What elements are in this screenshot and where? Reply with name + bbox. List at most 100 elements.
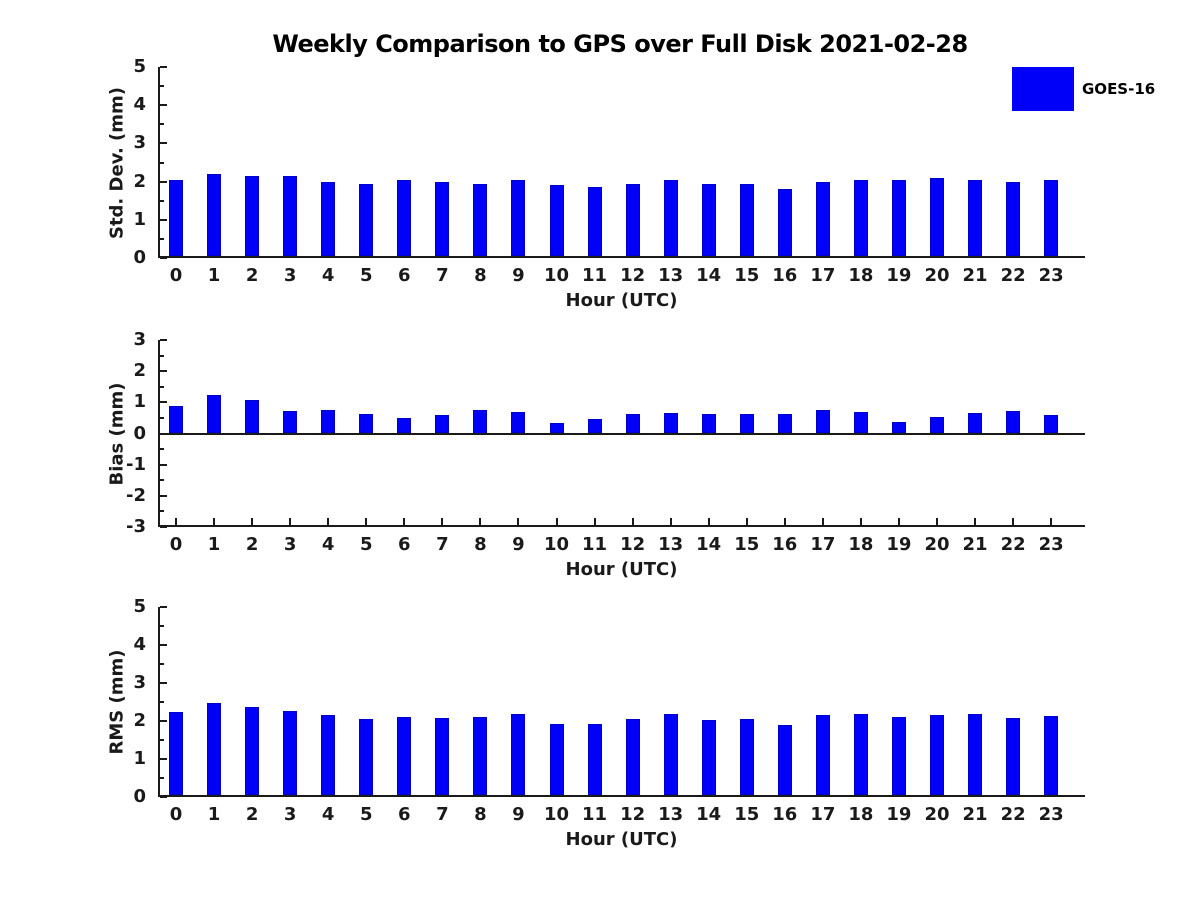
y-tick-label: 1	[133, 391, 146, 413]
y-tick	[160, 606, 167, 608]
x-tick	[403, 518, 406, 525]
x-tick-label: 10	[543, 265, 570, 286]
bar-hour-19	[891, 179, 906, 256]
legend-swatch-goes16	[1012, 67, 1074, 111]
y-minor-tick	[160, 123, 164, 126]
x-tick-label: 2	[245, 265, 259, 286]
y-minor-tick	[160, 510, 164, 513]
y-tick-label: 2	[133, 710, 146, 731]
x-tick-label: 7	[436, 265, 449, 286]
y-minor-tick	[160, 354, 164, 357]
x-tick-label: 14	[696, 265, 722, 286]
bar-hour-11	[587, 418, 602, 434]
x-tick-label: 16	[772, 265, 798, 286]
x-tick-label: 22	[1000, 534, 1026, 555]
x-axis-label: Hour (UTC)	[565, 559, 678, 580]
y-tick	[160, 720, 167, 722]
bar-hour-13	[663, 714, 678, 795]
bar-hour-13	[663, 412, 678, 434]
y-axis-spine	[158, 607, 160, 797]
x-tick-label: 4	[321, 534, 335, 555]
x-tick-label: 5	[359, 265, 373, 286]
bar-hour-15	[739, 183, 754, 256]
bar-hour-20	[930, 715, 944, 795]
bar-hour-17	[815, 181, 830, 256]
bar-hour-21	[968, 714, 983, 795]
y-minor-tick	[160, 663, 164, 665]
x-tick-label: 23	[1038, 265, 1064, 286]
legend-label: GOES-16	[1082, 80, 1156, 98]
bar-hour-3	[283, 175, 298, 256]
bar-hour-4	[321, 409, 336, 434]
x-tick-label: 16	[772, 804, 798, 825]
x-tick	[897, 518, 900, 525]
y-tick-label: 2	[133, 170, 146, 192]
x-tick-label: 12	[620, 534, 646, 555]
x-tick	[821, 518, 824, 525]
x-axis-spine	[158, 256, 1085, 258]
bar-hour-9	[511, 412, 526, 434]
x-tick	[517, 518, 520, 525]
x-tick	[365, 518, 368, 525]
x-tick-label: 6	[398, 265, 411, 286]
y-tick	[160, 180, 167, 183]
y-tick	[160, 370, 167, 373]
bar-hour-17	[815, 715, 830, 795]
y-minor-tick	[160, 701, 164, 703]
bar-hour-2	[245, 400, 260, 434]
bar-hour-15	[739, 413, 754, 434]
x-tick-label: 9	[512, 265, 525, 286]
x-tick-label: 11	[582, 534, 608, 555]
y-minor-tick	[160, 237, 164, 240]
y-tick	[160, 66, 167, 68]
bar-hour-11	[587, 724, 602, 795]
y-minor-tick	[160, 385, 164, 388]
y-minor-tick	[160, 199, 164, 202]
x-tick-label: 12	[620, 804, 646, 825]
bar-hour-7	[435, 717, 450, 795]
x-tick-label: 7	[436, 534, 449, 555]
x-tick	[707, 518, 710, 525]
x-tick-label: 17	[810, 804, 836, 825]
x-tick-label: 10	[543, 534, 570, 555]
x-tick-label: 3	[283, 534, 297, 555]
bar-hour-1	[207, 395, 222, 434]
legend: GOES-16	[1012, 67, 1155, 111]
x-tick-label: 15	[734, 534, 760, 555]
bar-hour-12	[625, 414, 640, 434]
y-tick-label: 5	[133, 596, 146, 617]
bar-hour-1	[207, 173, 222, 256]
y-axis-label: RMS (mm)	[106, 649, 128, 755]
bar-hour-23	[1044, 179, 1059, 256]
x-tick	[669, 518, 672, 525]
x-tick-label: 21	[962, 804, 988, 825]
bar-hour-12	[625, 183, 640, 256]
x-tick-label: 14	[696, 534, 722, 555]
y-tick-label: 4	[133, 634, 146, 655]
y-minor-tick	[160, 448, 164, 451]
y-tick-label: -3	[126, 516, 146, 537]
bar-hour-8	[473, 410, 488, 434]
x-tick-label: 8	[474, 804, 487, 825]
x-tick	[936, 518, 938, 525]
x-tick-label: 9	[512, 534, 525, 555]
y-tick-label: 3	[133, 132, 146, 154]
bar-hour-2	[245, 706, 260, 795]
x-tick-label: 19	[886, 265, 912, 286]
x-tick	[251, 518, 254, 525]
x-tick-label: 4	[321, 265, 335, 286]
bar-hour-13	[663, 179, 678, 256]
x-tick	[479, 518, 482, 525]
bar-hour-2	[245, 175, 260, 256]
bar-hour-17	[815, 409, 830, 434]
bar-hour-9	[511, 179, 526, 256]
subplot-bias-mm: 3 2 1 0 -1 -2 -3 0 1 2 3 4 5 6 7 8 9 10 11 12 13 14 15 16 17 18 19…	[107, 330, 1085, 580]
x-axis-spine	[158, 525, 1085, 527]
x-tick-label: 17	[810, 265, 836, 286]
bar-hour-11	[587, 187, 602, 256]
y-tick-label: 3	[133, 329, 146, 350]
x-tick	[745, 518, 748, 525]
y-tick	[160, 494, 167, 497]
y-tick-label: 3	[133, 672, 146, 693]
bar-hour-6	[397, 179, 412, 256]
